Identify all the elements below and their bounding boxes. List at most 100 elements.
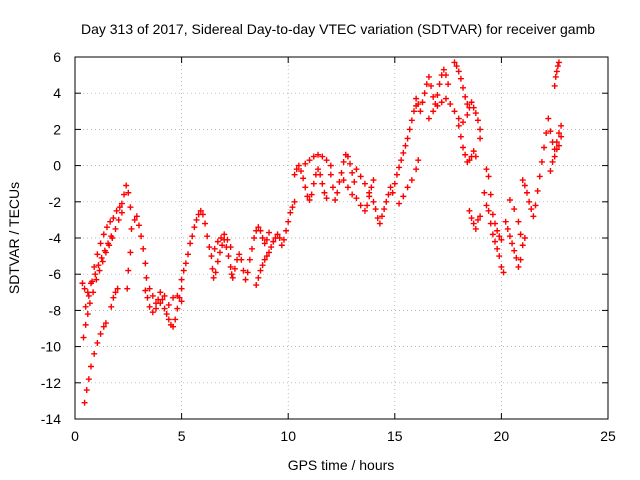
data-point — [85, 376, 92, 383]
data-point — [368, 184, 375, 191]
data-point — [376, 220, 383, 227]
data-point — [558, 133, 565, 140]
data-point — [545, 115, 552, 122]
data-point — [285, 218, 292, 225]
data-point — [112, 289, 119, 296]
data-point — [470, 104, 477, 111]
data-point — [131, 216, 138, 223]
data-point — [100, 323, 107, 330]
data-point — [214, 238, 221, 245]
data-point — [408, 177, 415, 184]
data-point — [94, 339, 101, 346]
y-tick-label: 4 — [53, 85, 61, 101]
data-point — [511, 206, 518, 213]
data-point — [146, 303, 153, 310]
data-point — [253, 282, 260, 289]
data-point — [291, 171, 298, 178]
data-point — [89, 278, 96, 285]
data-point — [153, 305, 160, 312]
data-point — [387, 184, 394, 191]
data-point — [468, 215, 475, 222]
data-point — [553, 139, 560, 146]
data-point — [270, 238, 277, 245]
data-point — [327, 162, 334, 169]
y-tick-label: -2 — [49, 194, 62, 210]
data-point — [453, 63, 460, 70]
data-point — [257, 267, 264, 274]
data-point — [302, 184, 309, 191]
data-point — [306, 196, 313, 203]
data-point — [204, 233, 211, 240]
data-point — [338, 169, 345, 176]
data-point — [551, 82, 558, 89]
data-point — [138, 233, 145, 240]
data-point — [415, 101, 422, 108]
data-point — [105, 240, 112, 247]
data-point — [553, 68, 560, 75]
data-point — [423, 81, 430, 88]
data-point — [532, 202, 539, 209]
data-point — [393, 171, 400, 178]
data-point — [402, 142, 409, 149]
data-point — [428, 82, 435, 89]
data-point — [496, 253, 503, 260]
data-point — [149, 309, 156, 316]
data-point — [263, 253, 270, 260]
data-point — [87, 363, 94, 370]
y-tick-label: -12 — [41, 375, 61, 391]
data-point — [178, 298, 185, 305]
data-point — [261, 240, 268, 247]
data-point — [357, 173, 364, 180]
data-point — [549, 158, 556, 165]
data-point — [381, 206, 388, 213]
data-point — [165, 301, 172, 308]
data-point — [255, 224, 262, 231]
data-point — [442, 95, 449, 102]
data-point — [364, 202, 371, 209]
data-point — [558, 122, 565, 129]
data-point — [547, 128, 554, 135]
data-point — [143, 274, 150, 281]
data-point — [440, 66, 447, 73]
data-point — [124, 285, 131, 292]
data-point — [80, 334, 87, 341]
data-point — [231, 265, 238, 272]
data-point — [276, 235, 283, 241]
data-point — [419, 99, 426, 106]
data-point — [415, 157, 422, 164]
data-point — [477, 135, 484, 142]
data-point — [289, 204, 296, 211]
data-point — [485, 207, 492, 214]
data-point — [370, 177, 377, 184]
data-point — [519, 242, 526, 249]
data-point — [92, 271, 99, 278]
data-point — [334, 189, 341, 196]
data-point — [555, 142, 562, 149]
data-point — [534, 187, 541, 194]
data-point — [509, 240, 516, 247]
data-point — [430, 93, 437, 100]
data-point — [555, 59, 562, 66]
data-point — [209, 265, 216, 272]
data-point — [248, 245, 255, 252]
data-point — [438, 99, 445, 106]
data-point — [366, 189, 373, 196]
data-point — [530, 213, 537, 220]
data-point — [323, 157, 330, 164]
data-point — [229, 274, 236, 281]
data-point — [315, 151, 322, 158]
data-point — [492, 220, 499, 227]
data-point — [483, 166, 490, 173]
data-point — [142, 287, 149, 294]
data-point — [268, 244, 275, 251]
data-point — [372, 206, 379, 213]
data-point — [379, 213, 386, 220]
data-point — [308, 191, 315, 198]
data-point — [266, 249, 273, 256]
data-point — [408, 117, 415, 124]
data-point — [389, 189, 396, 196]
data-point — [498, 236, 505, 243]
data-point — [91, 350, 98, 357]
data-point — [396, 164, 403, 171]
data-point — [347, 160, 354, 167]
